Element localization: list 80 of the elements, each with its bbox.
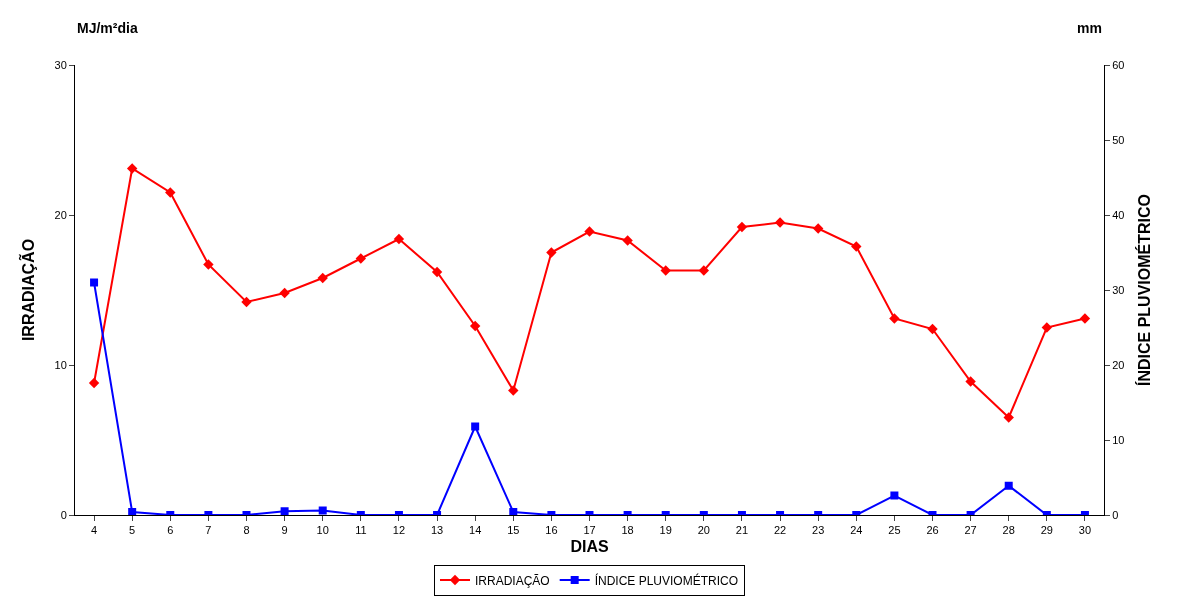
y2-tick-label: 50 <box>1112 133 1125 146</box>
x-tick-label: 13 <box>430 524 444 537</box>
point <box>393 233 405 245</box>
point <box>965 376 976 387</box>
x-tick-label: 18 <box>621 524 634 537</box>
point <box>774 217 786 228</box>
point <box>736 221 748 233</box>
y-axis-title: IRRADIAÇÃO <box>18 238 38 342</box>
point <box>241 296 252 308</box>
point <box>1004 481 1013 490</box>
y2-tick-label: 10 <box>1112 433 1125 446</box>
x-tick-label: 20 <box>697 524 710 537</box>
point <box>317 272 328 284</box>
y2-tick-label: 0 <box>1112 508 1119 521</box>
x-tick-label: 14 <box>469 524 482 537</box>
point <box>509 508 518 515</box>
point <box>851 241 862 252</box>
x-tick-label: 22 <box>773 524 787 537</box>
point <box>88 377 100 389</box>
point <box>469 320 481 332</box>
point <box>890 491 899 500</box>
point <box>1003 412 1014 423</box>
point <box>508 385 519 396</box>
point <box>431 266 443 278</box>
y2-tick-label: 20 <box>1112 358 1125 371</box>
point <box>546 247 557 258</box>
point <box>126 163 138 174</box>
text: MJ/m²dia <box>77 20 138 36</box>
x-tick-label: 24 <box>850 524 863 537</box>
x-tick-label: 16 <box>545 524 558 537</box>
point <box>318 506 327 515</box>
x-tick-label: 17 <box>583 524 596 537</box>
point <box>660 265 671 276</box>
point <box>622 235 633 246</box>
y-tick-label: 10 <box>54 358 67 371</box>
point <box>90 278 99 287</box>
point <box>471 422 480 431</box>
y2-axis-title: ÍNDICE PLUVIOMÉTRICO <box>1135 193 1154 387</box>
x-tick-label: 7 <box>205 524 212 537</box>
legend-label: IRRADIAÇÃO <box>475 573 550 588</box>
x-tick-label: 5 <box>129 524 136 537</box>
x-tick-label: 28 <box>1002 524 1015 537</box>
point <box>1041 322 1053 333</box>
text: mm <box>1077 20 1102 36</box>
legend-label: ÍNDICE PLUVIOMÉTRICO <box>594 572 739 588</box>
x-tick-label: 29 <box>1040 524 1053 537</box>
point <box>355 253 367 264</box>
point <box>1079 313 1091 324</box>
x-tick-label: 12 <box>392 524 406 537</box>
x-tick-label: 8 <box>243 524 250 537</box>
x-tick-label: 19 <box>659 524 672 537</box>
x-tick-label: 11 <box>355 524 367 537</box>
y-tick-label: 20 <box>54 208 67 221</box>
point <box>584 226 595 237</box>
x-tick-label: 26 <box>926 524 939 537</box>
point <box>279 287 290 299</box>
point <box>165 187 176 198</box>
y2-tick-label: 30 <box>1112 283 1125 296</box>
point <box>203 259 214 270</box>
point <box>812 223 824 234</box>
point <box>128 508 137 515</box>
x-tick-label: 4 <box>91 524 98 537</box>
y2-tick-label: 40 <box>1112 208 1125 221</box>
x-tick-label: 15 <box>507 524 520 537</box>
y2-tick-label: 60 <box>1112 58 1125 71</box>
x-tick-label: 10 <box>316 524 329 537</box>
y-tick-label: 0 <box>60 508 67 521</box>
x-tick-label: 6 <box>167 524 174 537</box>
point <box>889 313 900 324</box>
y-tick-label: 30 <box>54 58 67 71</box>
x-tick-label: 25 <box>888 524 901 537</box>
x-tick-label: 30 <box>1078 524 1092 537</box>
x-axis-title: DIAS <box>570 537 609 555</box>
point <box>280 507 289 515</box>
x-tick-label: 23 <box>812 524 825 537</box>
x-tick-label: 21 <box>735 524 749 537</box>
point <box>698 265 710 276</box>
x-tick-label: 27 <box>964 524 977 537</box>
point <box>927 323 938 335</box>
x-tick-label: 9 <box>281 524 288 537</box>
